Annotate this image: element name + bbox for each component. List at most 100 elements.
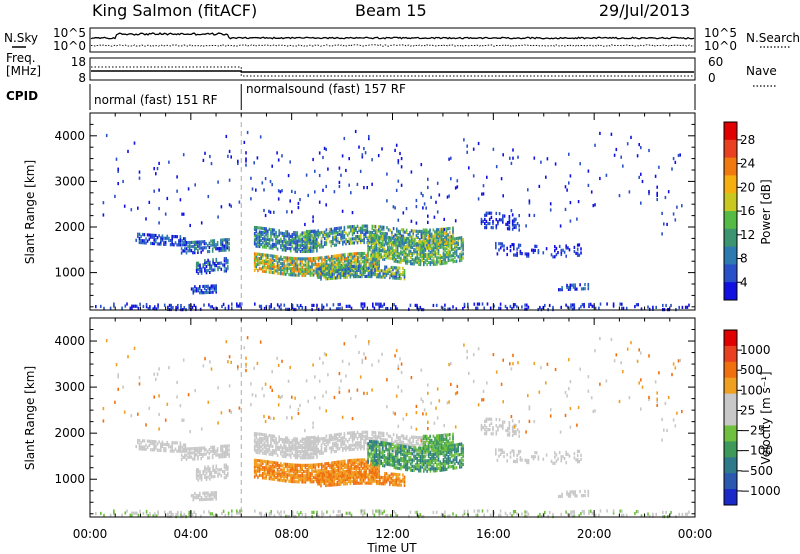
velocity-cell bbox=[360, 468, 362, 472]
power-cell bbox=[286, 262, 289, 266]
power-cell bbox=[370, 246, 373, 250]
power-cell bbox=[447, 248, 450, 252]
power-cell bbox=[400, 183, 403, 187]
power-cell bbox=[320, 239, 323, 243]
power-cell bbox=[393, 259, 396, 263]
power-cell bbox=[365, 264, 367, 268]
velocity-cell bbox=[315, 443, 318, 448]
velocity-cell bbox=[213, 468, 216, 472]
velocity-cell bbox=[371, 464, 374, 468]
velocity-cell bbox=[348, 475, 350, 479]
power-cell bbox=[245, 163, 247, 167]
power-cell bbox=[221, 246, 224, 250]
velocity-cell bbox=[320, 451, 323, 455]
power-cell bbox=[135, 238, 137, 242]
power-cell bbox=[447, 254, 450, 258]
power-cell bbox=[484, 226, 486, 230]
power-cell bbox=[323, 275, 325, 279]
velocity-cell bbox=[324, 470, 326, 474]
velocity-cell bbox=[346, 446, 349, 450]
velocity-cell bbox=[309, 446, 311, 450]
power-cell bbox=[489, 306, 492, 310]
power-cell bbox=[311, 249, 313, 253]
power-cell bbox=[440, 231, 443, 236]
power-cell bbox=[434, 242, 436, 246]
power-cell bbox=[158, 207, 160, 211]
power-cell bbox=[343, 273, 345, 277]
power-cell bbox=[576, 247, 579, 251]
power-cell bbox=[255, 262, 258, 266]
power-cell bbox=[268, 209, 270, 213]
power-cell bbox=[265, 245, 267, 249]
power-cell bbox=[355, 226, 357, 230]
velocity-cell bbox=[387, 444, 390, 449]
velocity-cell bbox=[258, 469, 261, 473]
power-cell bbox=[370, 264, 373, 268]
velocity-cell bbox=[301, 467, 303, 472]
velocity-cell bbox=[352, 475, 355, 479]
power-cell bbox=[226, 244, 229, 248]
power-cell bbox=[445, 233, 448, 237]
velocity-cell bbox=[340, 444, 342, 449]
power-cell bbox=[511, 227, 514, 231]
velocity-cell bbox=[199, 493, 201, 498]
power-cell bbox=[255, 242, 258, 246]
power-cell bbox=[363, 186, 365, 190]
velocity-cell bbox=[378, 473, 380, 477]
power-cell bbox=[375, 254, 378, 258]
power-cell bbox=[276, 247, 279, 251]
power-cell bbox=[360, 258, 362, 262]
power-cell bbox=[340, 236, 342, 240]
power-cell bbox=[371, 224, 374, 228]
power-cell bbox=[203, 284, 206, 288]
power-cell bbox=[200, 289, 203, 293]
power-cell bbox=[309, 249, 312, 253]
power-cell bbox=[223, 259, 226, 263]
power-cell bbox=[303, 231, 305, 235]
nsearch-trace bbox=[90, 44, 695, 47]
power-cell bbox=[352, 271, 355, 275]
power-cell bbox=[257, 226, 259, 230]
power-cell bbox=[409, 243, 411, 247]
power-cell bbox=[495, 241, 497, 246]
power-cell bbox=[322, 230, 324, 234]
power-cell bbox=[268, 240, 271, 244]
velocity-cell bbox=[283, 462, 285, 466]
velocity-cell bbox=[352, 477, 355, 481]
power-cell bbox=[197, 250, 199, 254]
power-cell bbox=[392, 272, 394, 276]
power-cell bbox=[223, 244, 225, 248]
power-cell bbox=[368, 266, 371, 270]
power-cell bbox=[271, 228, 274, 232]
velocity-cell bbox=[327, 464, 330, 468]
velocity-cell bbox=[260, 439, 262, 443]
power-cell bbox=[361, 153, 364, 157]
power-cell bbox=[445, 255, 448, 259]
power-cell bbox=[400, 244, 402, 248]
velocity-cell bbox=[283, 466, 285, 470]
power-cell bbox=[328, 240, 331, 244]
power-cell bbox=[537, 251, 540, 255]
power-cell bbox=[426, 240, 428, 245]
power-cell bbox=[286, 234, 289, 238]
velocity-cell bbox=[253, 471, 256, 475]
velocity-cell bbox=[281, 464, 284, 468]
power-cell bbox=[427, 230, 430, 234]
velocity-cell bbox=[332, 471, 335, 475]
power-cell bbox=[301, 265, 303, 269]
power-cell bbox=[378, 304, 381, 308]
velocity-cell bbox=[200, 495, 203, 500]
velocity-cell bbox=[299, 470, 302, 474]
velocity-cell bbox=[323, 479, 325, 483]
velocity-cell bbox=[331, 483, 334, 487]
power-cell bbox=[227, 154, 229, 158]
power-cell bbox=[285, 266, 287, 270]
power-cell bbox=[454, 241, 456, 245]
power-cell bbox=[262, 265, 264, 269]
velocity-cell bbox=[344, 470, 346, 474]
power-cell bbox=[419, 262, 422, 267]
power-cell bbox=[331, 274, 334, 278]
power-cell bbox=[351, 241, 354, 245]
power-cell bbox=[666, 222, 668, 226]
power-cell bbox=[237, 159, 239, 163]
